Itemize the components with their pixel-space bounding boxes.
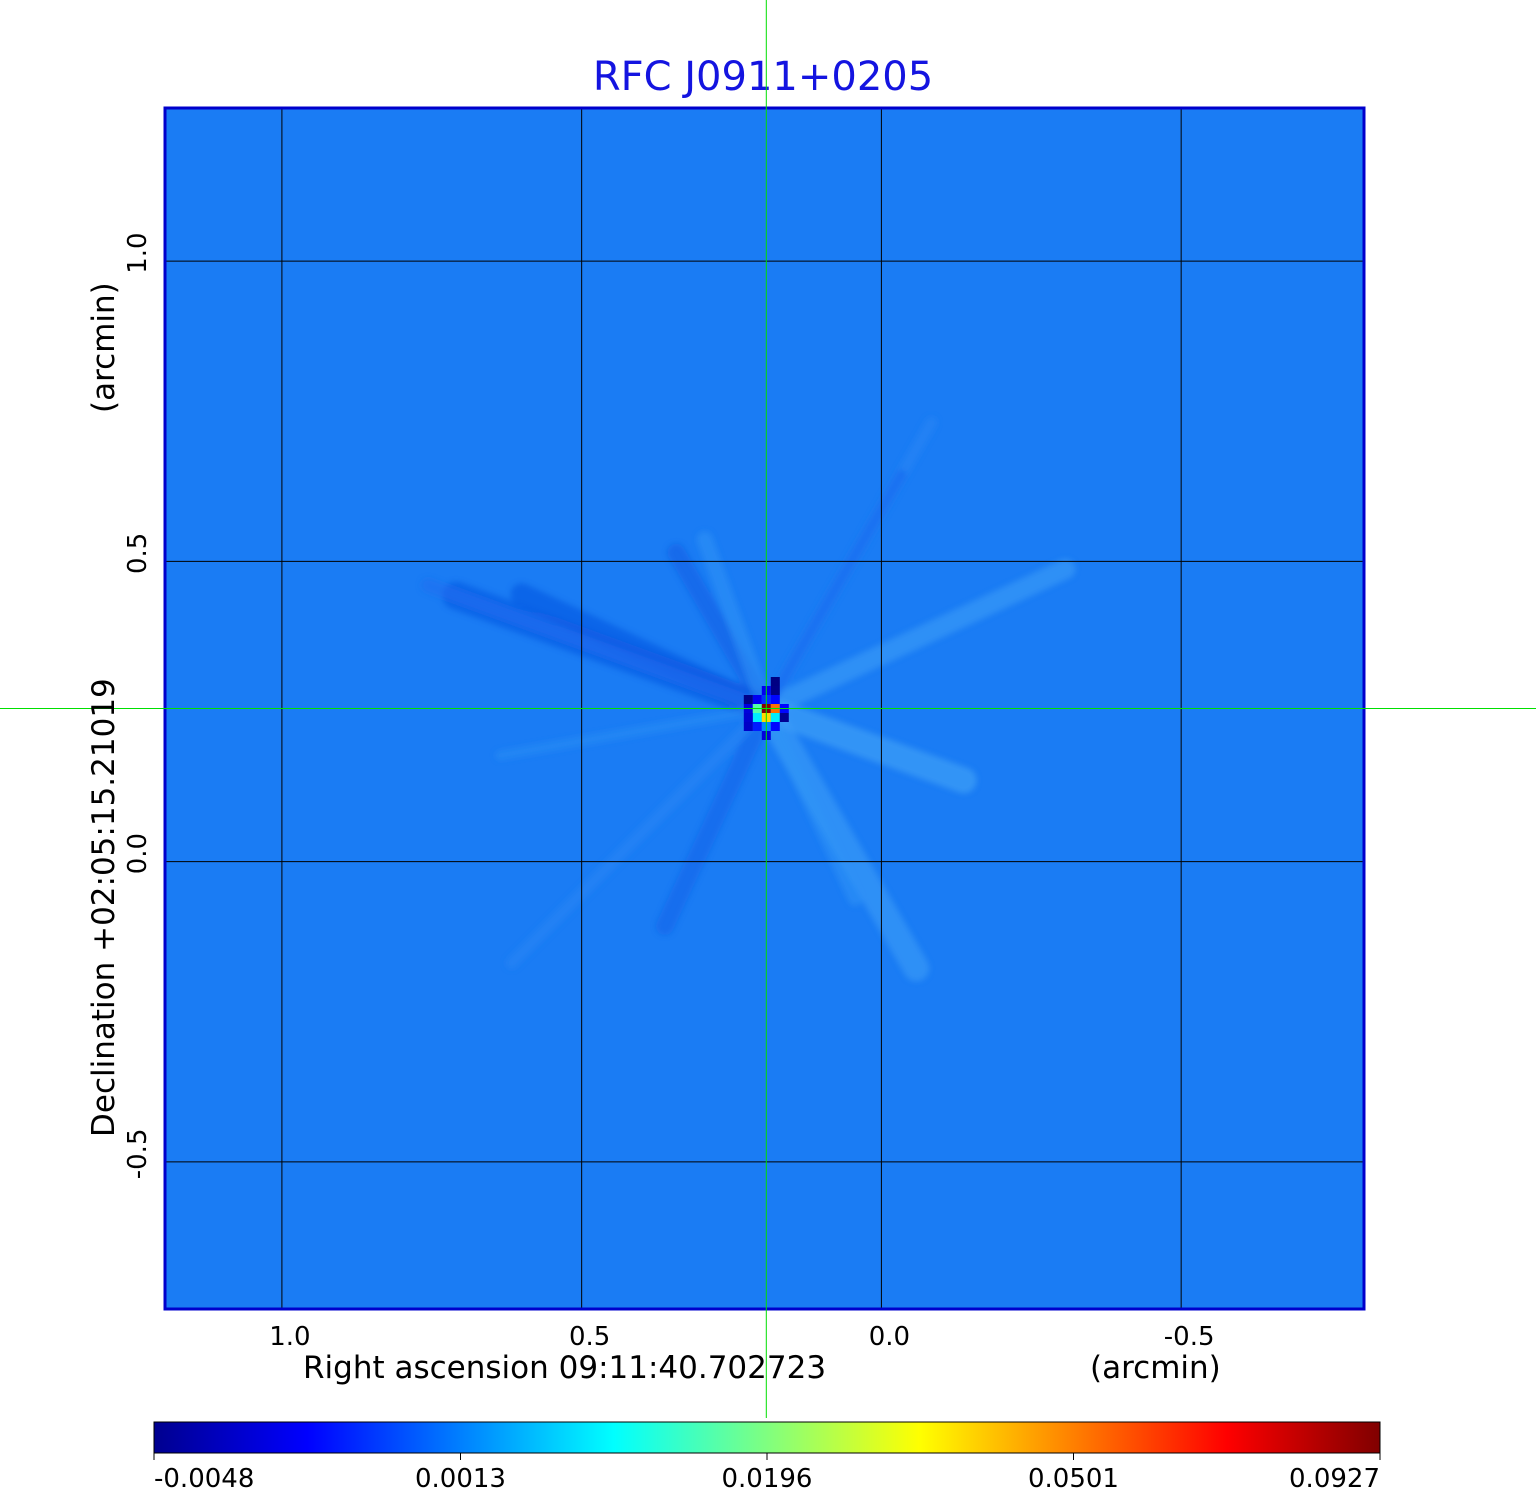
artifact-streak: [761, 469, 907, 714]
artifact-streak: [753, 695, 977, 794]
x-axis-unit: (arcmin): [1090, 1350, 1221, 1386]
source-pixel: [770, 695, 780, 704]
y-tick-label: -0.5: [123, 1129, 153, 1180]
artifact-streak: [655, 699, 776, 936]
artifact-streak: [421, 578, 774, 716]
colorbar-tick-label: 0.0196: [722, 1464, 813, 1494]
colorbar: -0.0048 0.0013 0.0196 0.0501 0.0927: [153, 1421, 1381, 1494]
colorbar-tick-label: -0.0048: [154, 1464, 254, 1494]
source-pixel: [770, 686, 780, 695]
x-tick-label: 0.5: [569, 1322, 610, 1352]
source-pixel: [743, 722, 753, 731]
y-axis-ticks: 1.0 0.5 0.0 -0.5: [123, 232, 153, 1179]
source-pixel: [752, 713, 762, 722]
source-pixel: [752, 722, 762, 731]
artifact-streak: [756, 559, 1076, 719]
y-tick-label: 0.5: [123, 533, 153, 574]
y-axis-label: Declination +02:05:15.21019: [86, 678, 122, 1137]
sidelobe-artifacts: [421, 416, 1076, 982]
colorbar-tick-label: 0.0501: [1028, 1464, 1119, 1494]
y-axis-unit: (arcmin): [86, 282, 122, 413]
crosshair: [0, 0, 1536, 1418]
chart-title: RFC J0911+0205: [593, 54, 933, 100]
artifact-streak: [495, 703, 772, 761]
source-pixel: [743, 713, 753, 722]
source-pixel: [743, 695, 753, 704]
colorbar-tick-label: 0.0013: [415, 1464, 506, 1494]
source-pixel: [770, 677, 780, 686]
source-pixel: [752, 695, 762, 704]
y-tick-label: 1.0: [123, 232, 153, 273]
colorbar-ticks: -0.0048 0.0013 0.0196 0.0501 0.0927: [153, 1453, 1381, 1494]
x-tick-label: 1.0: [269, 1322, 310, 1352]
colorbar-gradient: [153, 1421, 1381, 1454]
source-pixel: [770, 713, 780, 722]
artifact-streak: [759, 701, 863, 906]
x-axis-label: Right ascension 09:11:40.702723: [303, 1350, 826, 1386]
x-tick-label: 0.0: [869, 1322, 910, 1352]
artifact-streak: [505, 702, 773, 970]
colorbar-tick-label: 0.0927: [1289, 1464, 1380, 1494]
source-pixel: [770, 722, 780, 731]
x-axis-ticks: 1.0 0.5 0.0 -0.5: [269, 1322, 1214, 1352]
source-pixel: [779, 713, 789, 722]
y-tick-label: 0.0: [123, 833, 153, 874]
artifact-streak: [696, 531, 775, 717]
x-tick-label: -0.5: [1164, 1322, 1215, 1352]
